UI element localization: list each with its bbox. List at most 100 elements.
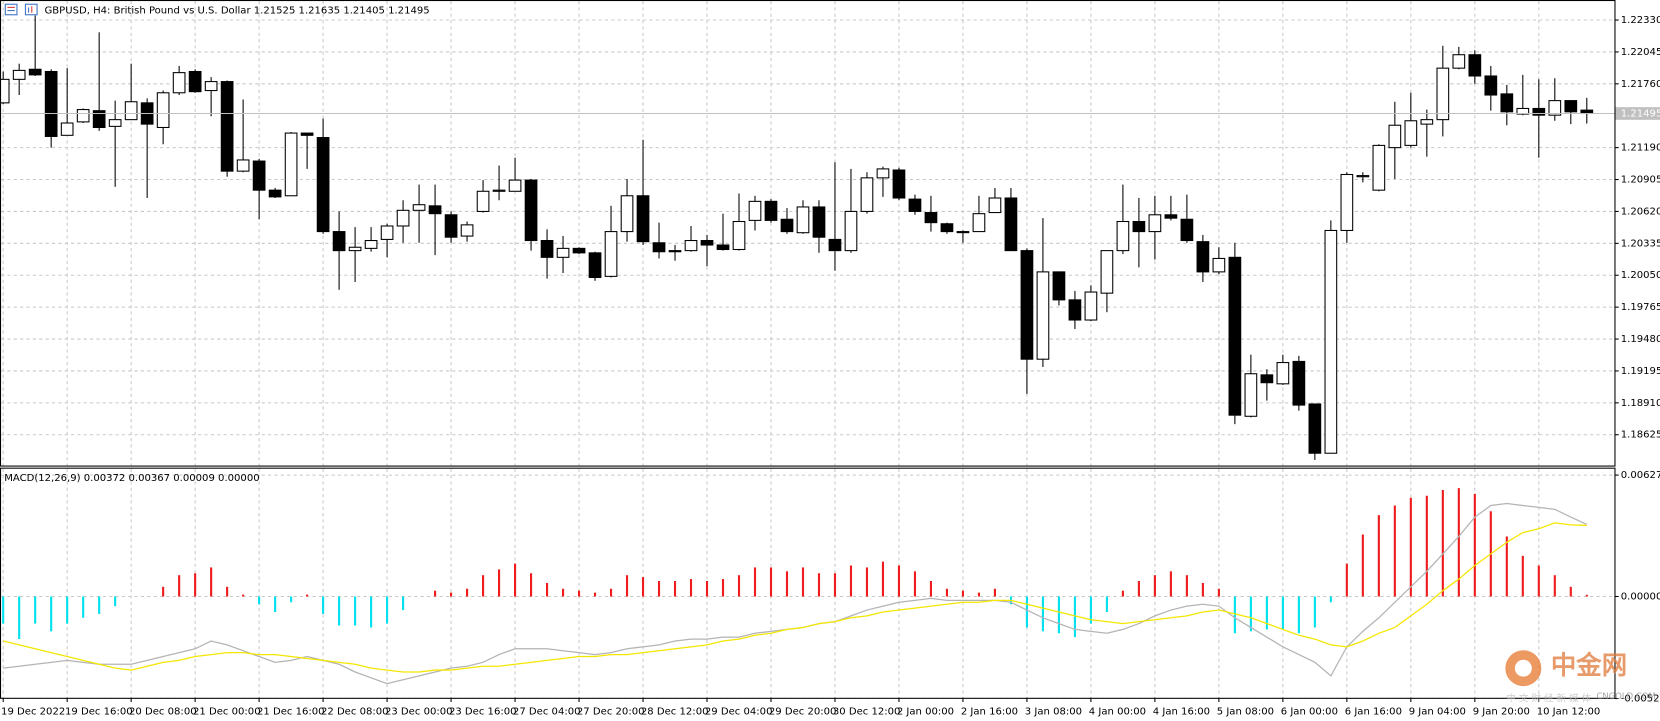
candle-body xyxy=(1244,373,1258,417)
candle-body xyxy=(940,223,954,233)
candle-body xyxy=(1388,124,1402,149)
candle-body xyxy=(1052,271,1066,301)
x-tick-label: 30 Dec 12:00 xyxy=(833,707,901,718)
watermark-site: CNGOLD.COM xyxy=(1597,691,1656,701)
candle-body xyxy=(1468,54,1482,77)
x-tick-label: 2 Jan 16:00 xyxy=(961,707,1018,718)
candle-body xyxy=(108,119,122,127)
candle-body xyxy=(892,169,906,199)
watermark-logo-inner xyxy=(1514,659,1532,677)
x-tick-label: 27 Dec 20:00 xyxy=(577,707,645,718)
y-tick-label: 0.00627 xyxy=(1621,470,1660,481)
candle-body xyxy=(1564,100,1578,113)
candle-body xyxy=(1452,54,1466,69)
candle-body xyxy=(1228,256,1242,416)
x-tick-label: 2 Jan 00:00 xyxy=(897,707,954,718)
candle-body xyxy=(252,160,266,191)
candle-body xyxy=(332,231,346,252)
candle-body xyxy=(732,220,746,251)
x-tick-label: 22 Dec 08:00 xyxy=(321,707,389,718)
candle-body xyxy=(12,69,26,80)
candle-body xyxy=(924,212,938,224)
candle-body xyxy=(540,240,554,258)
candle-body xyxy=(428,205,442,215)
candle-body xyxy=(876,168,890,179)
candle-body xyxy=(1260,374,1274,384)
y-tick-label: -0.00527 xyxy=(1621,694,1660,705)
candle-body xyxy=(1308,403,1322,454)
candle-body xyxy=(380,225,394,240)
candle-body xyxy=(588,252,602,279)
candle-body xyxy=(828,238,842,252)
y-tick-label: 1.18625 xyxy=(1621,430,1660,441)
candle-body xyxy=(300,132,314,136)
candle-body xyxy=(1164,214,1178,219)
candle-body xyxy=(844,210,858,252)
candle-body xyxy=(1084,291,1098,321)
x-tick-label: 21 Dec 16:00 xyxy=(257,707,325,718)
y-tick-label: 1.19195 xyxy=(1621,366,1660,377)
candle-body xyxy=(716,244,730,251)
candle-body xyxy=(972,213,986,233)
candle-body xyxy=(796,206,810,234)
candle-body xyxy=(44,70,58,137)
candle-body xyxy=(204,81,218,92)
candle-body xyxy=(236,159,250,172)
low-value: 1.21405 xyxy=(343,6,385,17)
candle-body xyxy=(1100,250,1114,294)
macd-header: MACD(12,26,9) 0.00372 0.00367 0.00009 0.… xyxy=(4,473,259,484)
x-tick-label: 3 Jan 08:00 xyxy=(1025,707,1082,718)
price-label-box xyxy=(1615,107,1660,120)
candle-body xyxy=(1068,299,1082,321)
candle-body xyxy=(1500,93,1514,113)
y-tick-label: 1.22330 xyxy=(1621,15,1660,26)
candle-body xyxy=(780,218,794,233)
main-pane-frame xyxy=(0,0,1616,467)
candle-body xyxy=(1004,197,1018,252)
macd-value: 0.00372 xyxy=(84,473,126,484)
candle-body xyxy=(1548,100,1562,116)
x-tick-label: 19 Dec 2022 xyxy=(1,707,65,718)
x-tick-label: 28 Dec 12:00 xyxy=(641,707,709,718)
candle-body xyxy=(748,200,762,221)
candle-body xyxy=(1036,271,1050,360)
candle-body xyxy=(1276,362,1290,385)
close-value: 1.21495 xyxy=(388,6,430,17)
candle-body xyxy=(28,68,42,76)
extra-value: 0.00000 xyxy=(218,473,260,484)
x-tick-label: 9 Jan 04:00 xyxy=(1409,707,1466,718)
candle-body xyxy=(492,189,506,192)
candle-body xyxy=(1340,173,1354,231)
y-tick-label: 1.20905 xyxy=(1621,175,1660,186)
candle-body xyxy=(908,198,922,212)
x-tick-label: 4 Jan 00:00 xyxy=(1089,707,1146,718)
candle-body xyxy=(0,78,10,104)
candle-body xyxy=(1324,229,1338,454)
y-tick-label: 0.00000 xyxy=(1621,592,1660,603)
candle-body xyxy=(60,122,74,136)
candle-body xyxy=(652,242,666,253)
symbol-icons xyxy=(4,3,38,16)
candle-body xyxy=(316,137,330,233)
candle-body xyxy=(700,240,714,246)
candle-body xyxy=(556,247,570,258)
candle-body xyxy=(1532,107,1546,116)
icon-list[interactable] xyxy=(4,3,18,16)
candle-body xyxy=(92,110,106,129)
x-tick-label: 6 Jan 00:00 xyxy=(1281,707,1338,718)
x-tick-label: 21 Dec 00:00 xyxy=(193,707,261,718)
y-tick-label: 1.21760 xyxy=(1621,79,1660,90)
candle-body xyxy=(812,206,826,238)
candle-body xyxy=(364,240,378,249)
y-tick-label: 1.20050 xyxy=(1621,270,1660,281)
y-tick-label: 1.19765 xyxy=(1621,302,1660,313)
candle-body xyxy=(1132,220,1146,233)
x-tick-label: 5 Jan 08:00 xyxy=(1217,707,1274,718)
signal-line xyxy=(3,522,1587,673)
candle-body xyxy=(572,247,586,254)
candle-body xyxy=(396,209,410,227)
candle-body xyxy=(172,72,186,94)
x-tick-label: 9 Jan 20:00 xyxy=(1473,707,1530,718)
